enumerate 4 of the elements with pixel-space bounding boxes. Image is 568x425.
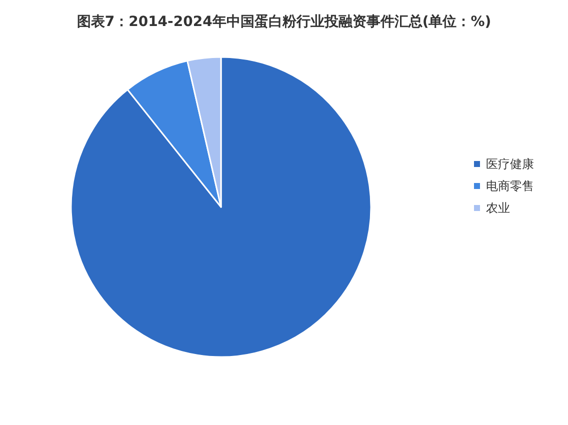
legend-label: 医疗健康 — [486, 157, 534, 171]
chart-title: 图表7：2014-2024年中国蛋白粉行业投融资事件汇总(单位：%) — [76, 14, 492, 30]
legend-label: 电商零售 — [486, 179, 534, 193]
legend-label: 农业 — [486, 201, 510, 215]
